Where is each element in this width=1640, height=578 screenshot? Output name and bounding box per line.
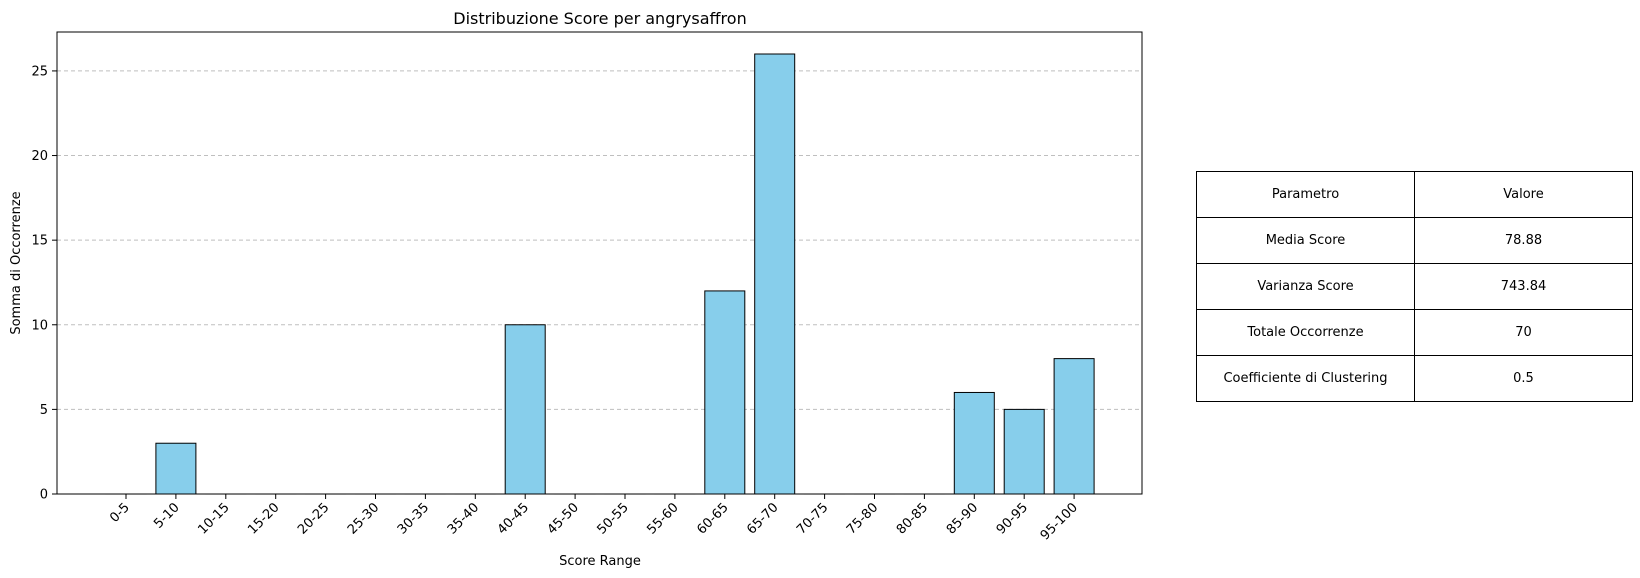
plot-frame [56, 31, 1143, 495]
stats-table: Parametro Valore Media Score 78.88 Varia… [1196, 171, 1633, 402]
table-cell: Media Score [1196, 217, 1415, 264]
x-tick-label: 0-5 [107, 500, 133, 526]
table-cell: Totale Occorrenze [1196, 309, 1415, 356]
table-cell: Coefficiente di Clustering [1196, 355, 1415, 402]
x-tick-label: 45-50 [545, 500, 582, 537]
y-tick-label: 0 [40, 488, 48, 503]
bar-40-45 [504, 324, 546, 495]
x-tick-label: 25-30 [345, 500, 382, 537]
table-row: Totale Occorrenze 70 [1196, 309, 1633, 356]
bar-95-100 [1053, 358, 1095, 495]
y-tick-label: 20 [31, 149, 48, 164]
x-axis-title: Score Range [559, 554, 641, 569]
x-axis: 0-5 5-10 10-15 15-20 20-25 25-30 30-35 35-40 40-… [107, 494, 1081, 543]
grid-lines [57, 70, 1142, 410]
y-tick-label: 15 [31, 234, 48, 249]
table-cell: 70 [1414, 309, 1633, 356]
y-tick-label: 5 [40, 403, 48, 418]
table-row: Coefficiente di Clustering 0.5 [1196, 355, 1633, 402]
bar-5-10 [155, 442, 197, 495]
bars [105, 53, 1095, 495]
x-tick-label: 15-20 [245, 500, 282, 537]
table-cell: Varianza Score [1196, 263, 1415, 310]
x-tick-label: 65-70 [744, 500, 781, 537]
bar-90-95 [1003, 408, 1045, 495]
bar-65-70 [754, 53, 796, 495]
x-tick-label: 10-15 [195, 500, 232, 537]
table-cell: 78.88 [1414, 217, 1633, 264]
x-tick-label: 35-40 [445, 500, 482, 537]
table-header-cell: Valore [1414, 171, 1633, 218]
x-tick-label: 85-90 [944, 500, 981, 537]
table-row: Varianza Score 743.84 [1196, 263, 1633, 310]
x-tick-label: 50-55 [595, 500, 632, 537]
y-tick-label: 10 [31, 318, 48, 333]
x-tick-label: 95-100 [1038, 500, 1081, 543]
y-axis: 0 5 10 15 20 25 [31, 64, 57, 503]
x-tick-label: 80-85 [894, 500, 931, 537]
x-tick-label: 90-95 [994, 500, 1031, 537]
chart-title: Distribuzione Score per angrysaffron [453, 9, 746, 28]
x-tick-label: 40-45 [495, 500, 532, 537]
x-tick-label: 55-60 [644, 500, 681, 537]
x-tick-label: 30-35 [395, 500, 432, 537]
y-tick-label: 25 [31, 64, 48, 79]
x-tick-label: 20-25 [295, 500, 332, 537]
table-cell: 0.5 [1414, 355, 1633, 402]
table-header-row: Parametro Valore [1196, 171, 1633, 218]
y-axis-title: Somma di Occorrenze [9, 191, 24, 334]
x-tick-label: 70-75 [794, 500, 831, 537]
table-header-cell: Parametro [1196, 171, 1415, 218]
bar-60-65 [704, 290, 746, 495]
x-tick-label: 60-65 [694, 500, 731, 537]
x-tick-label: 5-10 [151, 500, 182, 531]
bar-85-90 [953, 391, 995, 495]
table-row: Media Score 78.88 [1196, 217, 1633, 264]
table-cell: 743.84 [1414, 263, 1633, 310]
x-tick-label: 75-80 [844, 500, 881, 537]
